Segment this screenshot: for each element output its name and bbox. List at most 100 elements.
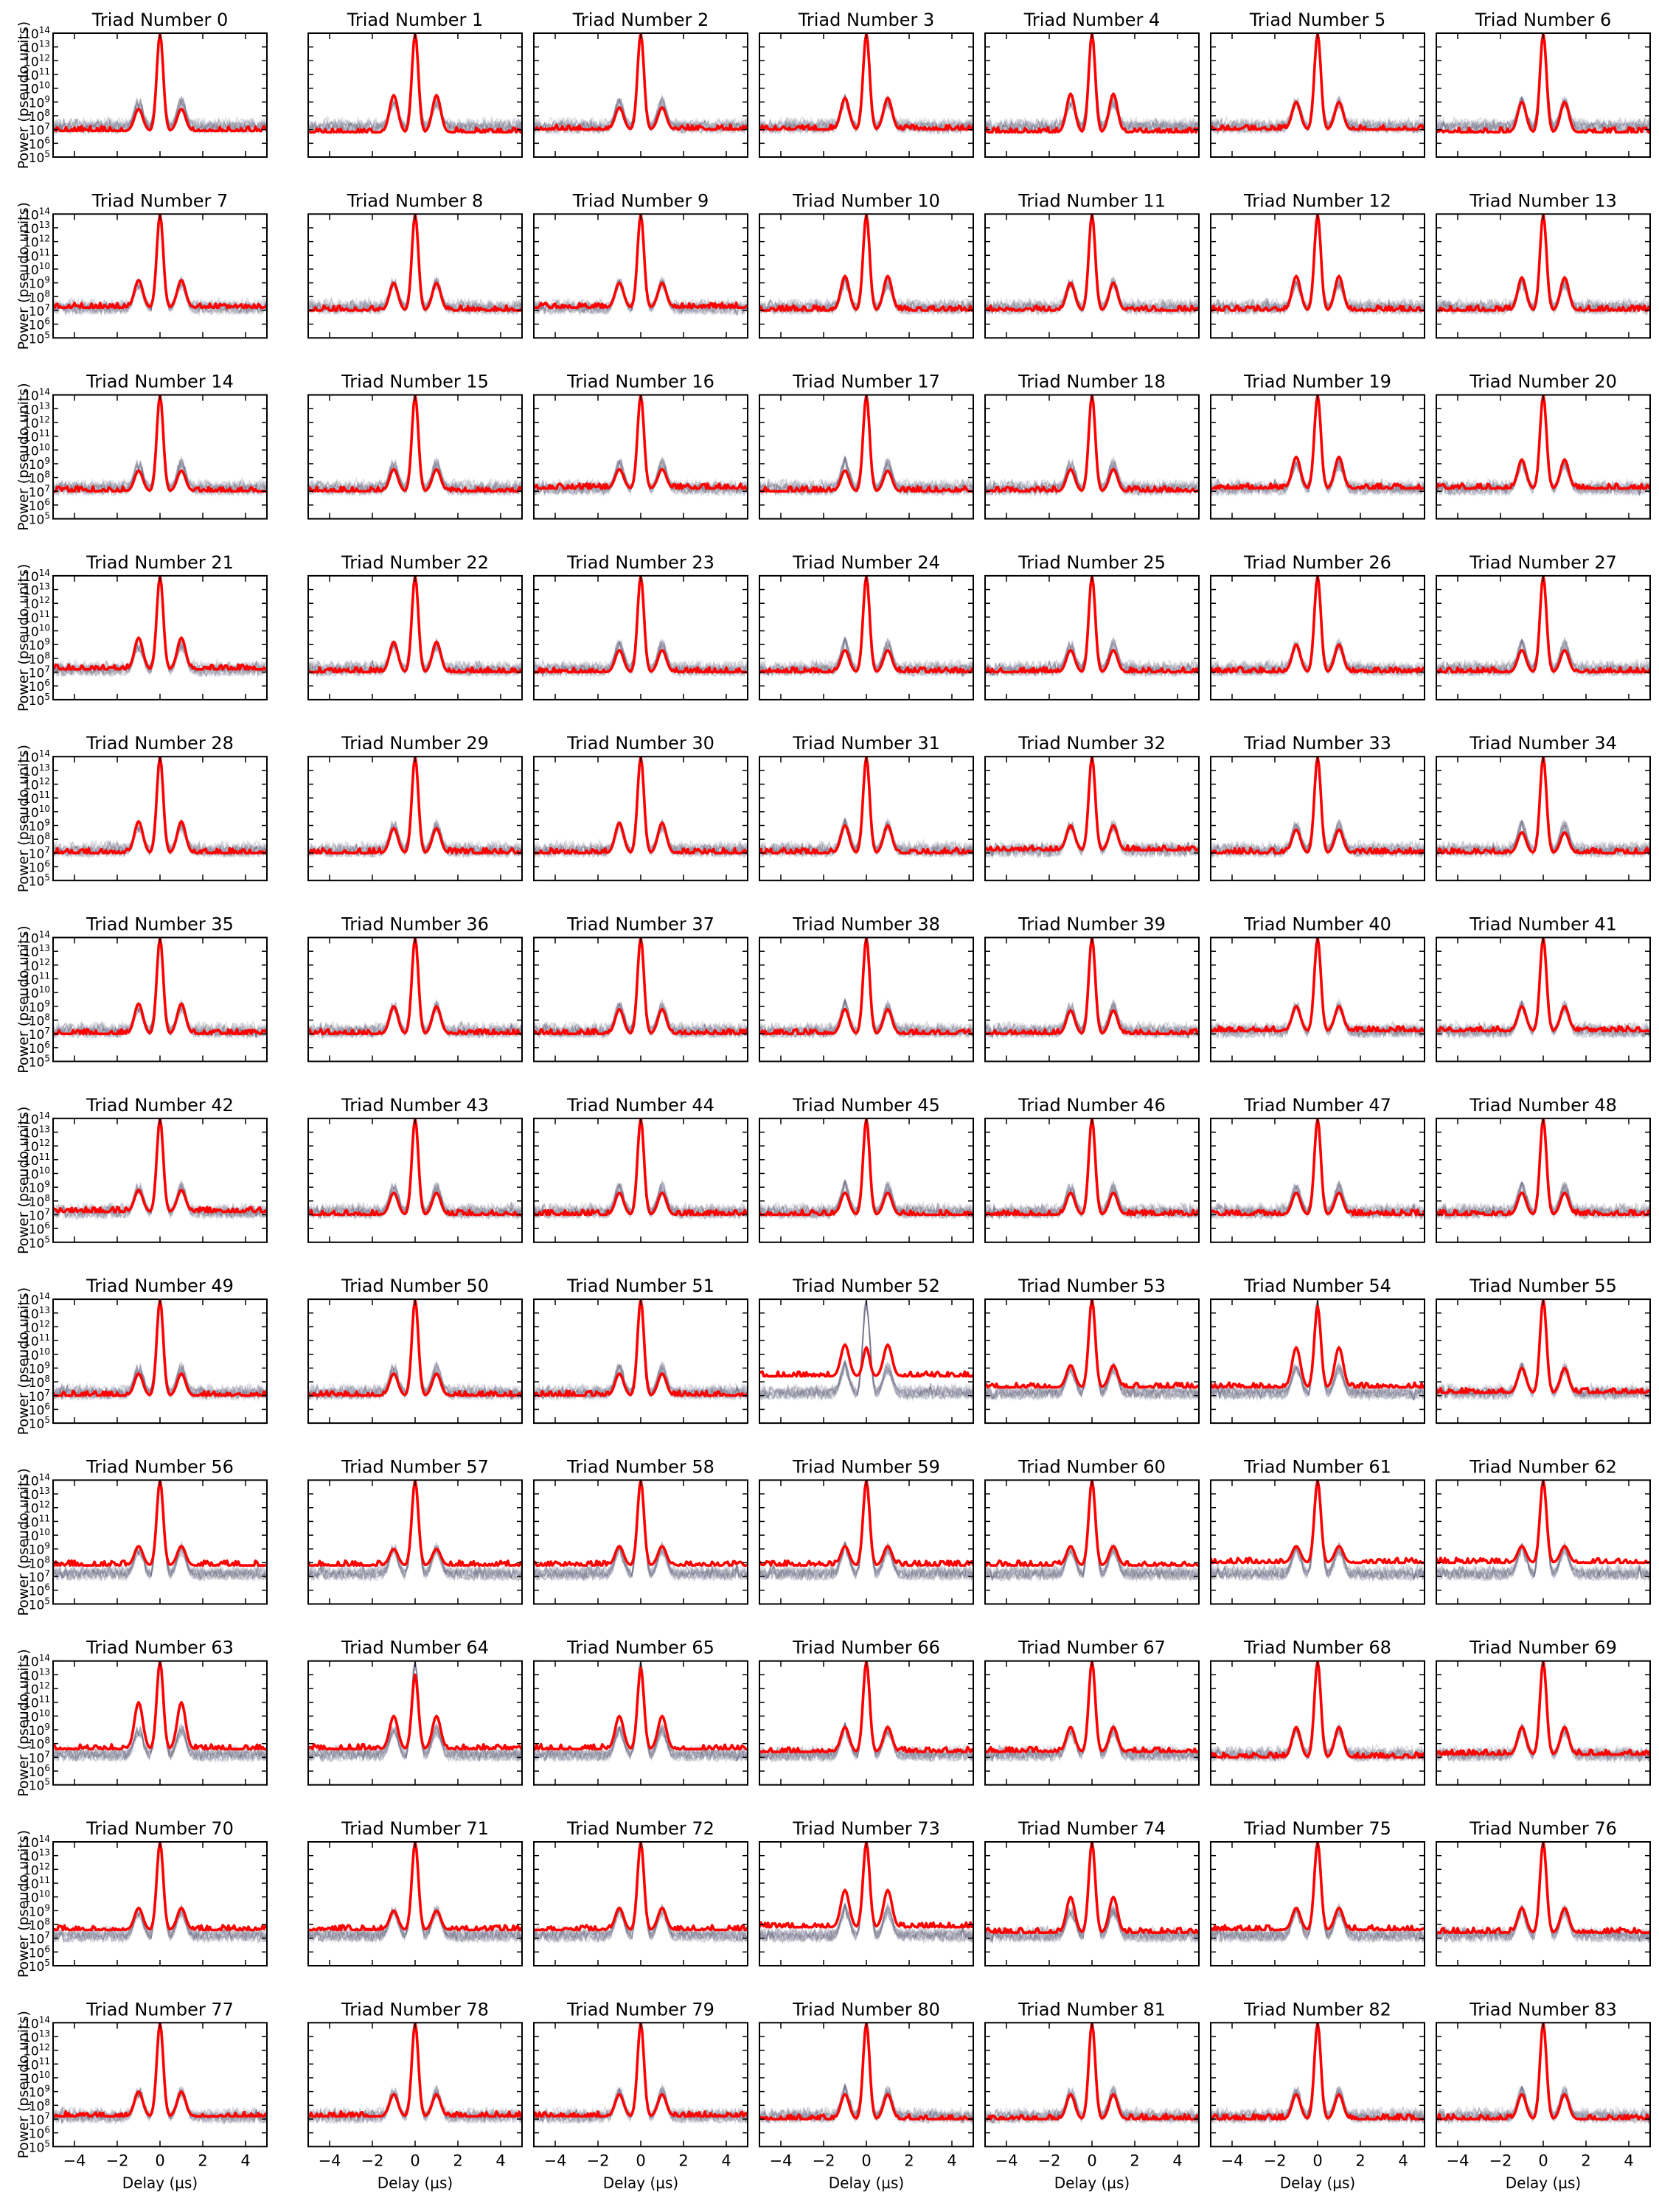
background-series-line <box>759 1480 973 1582</box>
background-series-line <box>308 1119 522 1220</box>
plot-area <box>308 1480 522 1583</box>
background-series-line <box>308 757 522 859</box>
background-series-line <box>1211 1660 1425 1764</box>
y-tick-label: 108 <box>29 1554 50 1571</box>
background-series-line <box>534 1842 748 1944</box>
axes-frame <box>307 574 523 700</box>
plot-area <box>534 1842 748 1945</box>
panel-triad-57: Triad Number 57 <box>307 1456 523 1605</box>
panel-triad-83: Triad Number 83 −4 −2 0 2 4 Delay (μs) <box>1436 1999 1651 2191</box>
y-tick-label: 1011 <box>23 2056 50 2073</box>
background-series-line <box>759 937 973 1038</box>
plot-area <box>985 575 1199 679</box>
background-series-line <box>1211 215 1425 316</box>
axes-frame <box>1210 574 1425 700</box>
background-series-line <box>53 2023 267 2126</box>
background-series-line <box>759 2023 973 2125</box>
axes-frame <box>984 1841 1200 1966</box>
background-series-line <box>1211 1118 1425 1221</box>
background-series-line <box>1211 1120 1425 1221</box>
background-series-line <box>1211 214 1425 316</box>
background-series-line <box>1436 575 1650 678</box>
y-tick-label: 1011 <box>23 247 50 264</box>
axes-frame <box>984 394 1200 520</box>
panel-triad-32: Triad Number 32 <box>984 733 1200 882</box>
background-series-line <box>985 33 1199 136</box>
plot-area <box>308 33 522 136</box>
highlight-series-line <box>534 1842 748 1932</box>
x-tick-label: 0 <box>1538 2152 1548 2169</box>
background-series-line <box>308 757 522 859</box>
y-tick-label: 1010 <box>23 80 50 97</box>
y-axis-label: Power (pseudo units) <box>15 383 32 530</box>
highlight-series-line <box>534 1299 748 1397</box>
axes-frame <box>1436 936 1651 1062</box>
axes-frame <box>759 32 974 158</box>
panel-title: Triad Number 55 <box>1469 1276 1617 1296</box>
panel-triad-13: Triad Number 13 <box>1436 190 1651 339</box>
highlight-series-line <box>53 937 267 1035</box>
background-series-line <box>759 1118 973 1221</box>
highlight-series-line <box>759 1660 973 1753</box>
panel-triad-79: Triad Number 79 −4 −2 0 2 4 Delay (μs) <box>533 1999 748 2191</box>
y-tick-label: 1012 <box>23 234 50 251</box>
panel-title: Triad Number 59 <box>792 1456 940 1477</box>
background-series-line <box>985 575 1199 678</box>
background-series-line <box>985 575 1199 678</box>
background-series-line <box>1211 937 1425 1039</box>
panel-title: Triad Number 5 <box>1249 10 1386 30</box>
background-series-line <box>759 1661 973 1764</box>
background-series-line <box>759 1118 973 1220</box>
panel-title: Triad Number 65 <box>566 1638 714 1658</box>
background-series-line <box>985 1480 1199 1581</box>
panel-triad-24: Triad Number 24 <box>759 552 974 700</box>
background-series-line <box>308 759 522 859</box>
background-series-line <box>985 1480 1199 1582</box>
background-series-line <box>1211 394 1425 498</box>
background-series-line <box>985 1480 1199 1582</box>
background-series-line <box>1436 2023 1650 2124</box>
background-series-line <box>308 757 522 858</box>
background-series-line <box>1211 1661 1425 1762</box>
panel-title: Triad Number 61 <box>1243 1456 1391 1477</box>
background-series-line <box>1436 757 1650 859</box>
highlight-series-line <box>53 1660 267 1750</box>
y-tick-label: 1010 <box>23 804 50 821</box>
panel-triad-43: Triad Number 43 <box>307 1095 523 1243</box>
background-series-line <box>1436 757 1650 858</box>
background-series-line <box>985 1660 1199 1764</box>
y-tick-label: 1013 <box>23 1305 50 1322</box>
background-series-line <box>759 1122 973 1220</box>
background-series-line <box>759 1660 973 1764</box>
panel-title: Triad Number 66 <box>792 1638 940 1658</box>
panel-title: Triad Number 54 <box>1243 1276 1391 1296</box>
background-series-line <box>759 575 973 678</box>
background-series-line <box>759 33 973 135</box>
highlight-series-line <box>985 2023 1199 2121</box>
axes-frame <box>759 1479 974 1605</box>
background-series-line <box>985 1663 1199 1762</box>
background-series-line <box>53 1118 267 1220</box>
background-series-line <box>759 2023 973 2124</box>
background-series-line <box>1211 937 1425 1039</box>
axes-frame <box>307 756 523 882</box>
background-series-line <box>308 1301 522 1401</box>
x-tick-label: 2 <box>453 2152 462 2169</box>
background-series-line <box>1211 937 1425 1040</box>
background-series-line <box>53 1299 267 1401</box>
background-series-line <box>308 759 522 860</box>
panel-triad-12: Triad Number 12 <box>1210 190 1425 339</box>
panel-triad-36: Triad Number 36 <box>307 914 523 1062</box>
background-series-line <box>1211 394 1425 497</box>
highlight-series-line <box>53 2023 267 2118</box>
y-tick-label: 1013 <box>23 220 50 237</box>
y-tick-label: 1013 <box>23 1848 50 1865</box>
axes-frame <box>759 394 974 520</box>
background-series-line <box>1211 394 1425 497</box>
background-series-line <box>1211 1660 1425 1761</box>
highlight-series-line <box>985 757 1199 852</box>
panel-title: Triad Number 1 <box>347 10 484 30</box>
background-series-line <box>534 937 748 1040</box>
background-series-line <box>985 1119 1199 1220</box>
y-tick-label: 1014 <box>23 1834 50 1851</box>
